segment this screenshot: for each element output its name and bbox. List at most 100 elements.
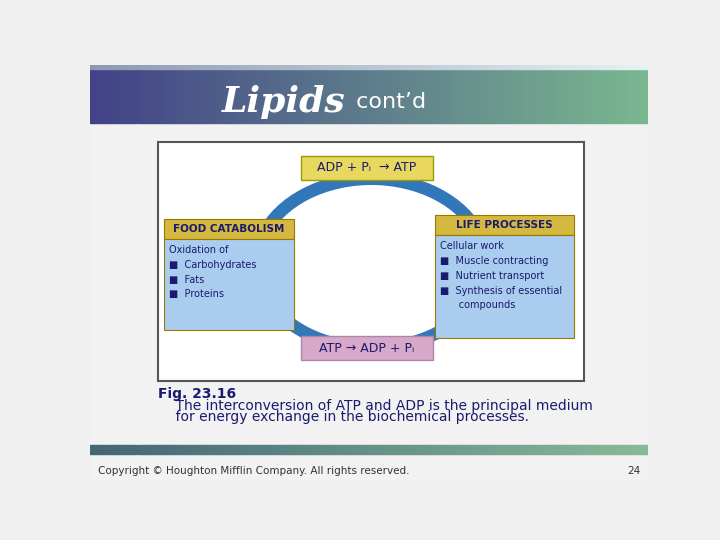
Bar	[475, 65, 477, 123]
Bar	[248, 65, 250, 123]
Bar	[529, 65, 531, 69]
Bar	[289, 445, 291, 455]
Bar	[252, 445, 253, 455]
Bar	[456, 65, 458, 123]
Bar	[421, 445, 423, 455]
Bar	[485, 65, 486, 123]
Bar	[237, 65, 239, 69]
Bar	[183, 65, 185, 69]
Bar	[190, 445, 192, 455]
Bar	[505, 65, 507, 123]
Bar	[233, 65, 235, 69]
Bar	[473, 65, 475, 69]
Bar	[114, 65, 116, 123]
Bar	[553, 65, 555, 123]
Bar	[274, 65, 276, 69]
Bar	[624, 445, 626, 455]
Bar	[499, 445, 501, 455]
Bar	[142, 65, 144, 123]
Bar	[177, 65, 179, 69]
Bar	[140, 65, 142, 123]
Bar	[575, 445, 577, 455]
Bar	[352, 65, 354, 123]
Text: LIFE PROCESSES: LIFE PROCESSES	[456, 220, 553, 230]
Bar	[317, 65, 319, 69]
Bar	[526, 65, 527, 69]
Bar	[345, 65, 347, 123]
Bar	[202, 65, 204, 123]
Bar	[311, 445, 313, 455]
Bar	[145, 65, 148, 123]
Bar	[467, 65, 469, 69]
Bar	[523, 445, 526, 455]
Bar	[313, 445, 315, 455]
Bar	[431, 65, 432, 123]
Bar	[494, 65, 495, 123]
Bar	[402, 445, 405, 455]
Bar	[453, 445, 454, 455]
Bar	[419, 445, 421, 455]
Bar	[494, 445, 495, 455]
Bar	[549, 65, 552, 69]
Bar	[233, 65, 235, 123]
Bar	[293, 65, 294, 123]
Bar	[462, 65, 464, 69]
Bar	[124, 445, 125, 455]
Bar	[488, 65, 490, 69]
Bar	[105, 65, 107, 69]
Bar	[539, 445, 540, 455]
Bar	[459, 65, 460, 69]
Bar	[328, 445, 330, 455]
Bar	[402, 65, 405, 69]
Bar	[261, 65, 263, 123]
Bar	[520, 445, 521, 455]
Bar	[311, 65, 313, 69]
Bar	[360, 65, 361, 123]
Bar	[235, 65, 237, 69]
Bar	[291, 445, 293, 455]
Bar	[310, 65, 311, 69]
Text: ATP → ADP + Pᵢ: ATP → ADP + Pᵢ	[319, 342, 414, 355]
Text: Copyright © Houghton Mifflin Company. All rights reserved.: Copyright © Houghton Mifflin Company. Al…	[98, 467, 409, 476]
Bar	[222, 65, 224, 69]
Bar	[380, 65, 382, 69]
Bar	[577, 65, 579, 69]
Bar	[514, 65, 516, 69]
Text: The interconversion of ATP and ADP is the principal medium: The interconversion of ATP and ADP is th…	[158, 399, 593, 413]
Bar	[333, 445, 336, 455]
Bar	[444, 65, 445, 69]
Bar	[607, 65, 609, 69]
Bar	[606, 65, 607, 123]
Bar	[454, 445, 456, 455]
Bar	[204, 65, 205, 123]
Bar	[250, 65, 252, 123]
Bar	[488, 445, 490, 455]
Bar	[336, 65, 338, 69]
Bar	[97, 445, 99, 455]
Bar	[533, 65, 534, 69]
Bar	[287, 65, 289, 69]
Bar	[421, 65, 423, 123]
Bar	[377, 65, 378, 69]
Bar	[523, 65, 526, 69]
Bar	[190, 65, 192, 123]
Bar	[263, 65, 265, 69]
Bar	[609, 65, 611, 123]
Bar	[435, 215, 575, 235]
Bar	[449, 445, 451, 455]
Bar	[451, 65, 453, 69]
Bar	[110, 65, 112, 69]
Bar	[307, 65, 310, 69]
Bar	[127, 65, 129, 123]
Bar	[209, 65, 211, 69]
Bar	[466, 65, 467, 123]
Bar	[343, 445, 345, 455]
Bar	[361, 65, 364, 123]
Bar	[642, 445, 644, 455]
Bar	[155, 65, 157, 69]
Bar	[300, 65, 302, 123]
Bar	[258, 65, 259, 123]
Bar	[624, 65, 626, 69]
Bar	[122, 65, 124, 69]
Bar	[220, 445, 222, 455]
